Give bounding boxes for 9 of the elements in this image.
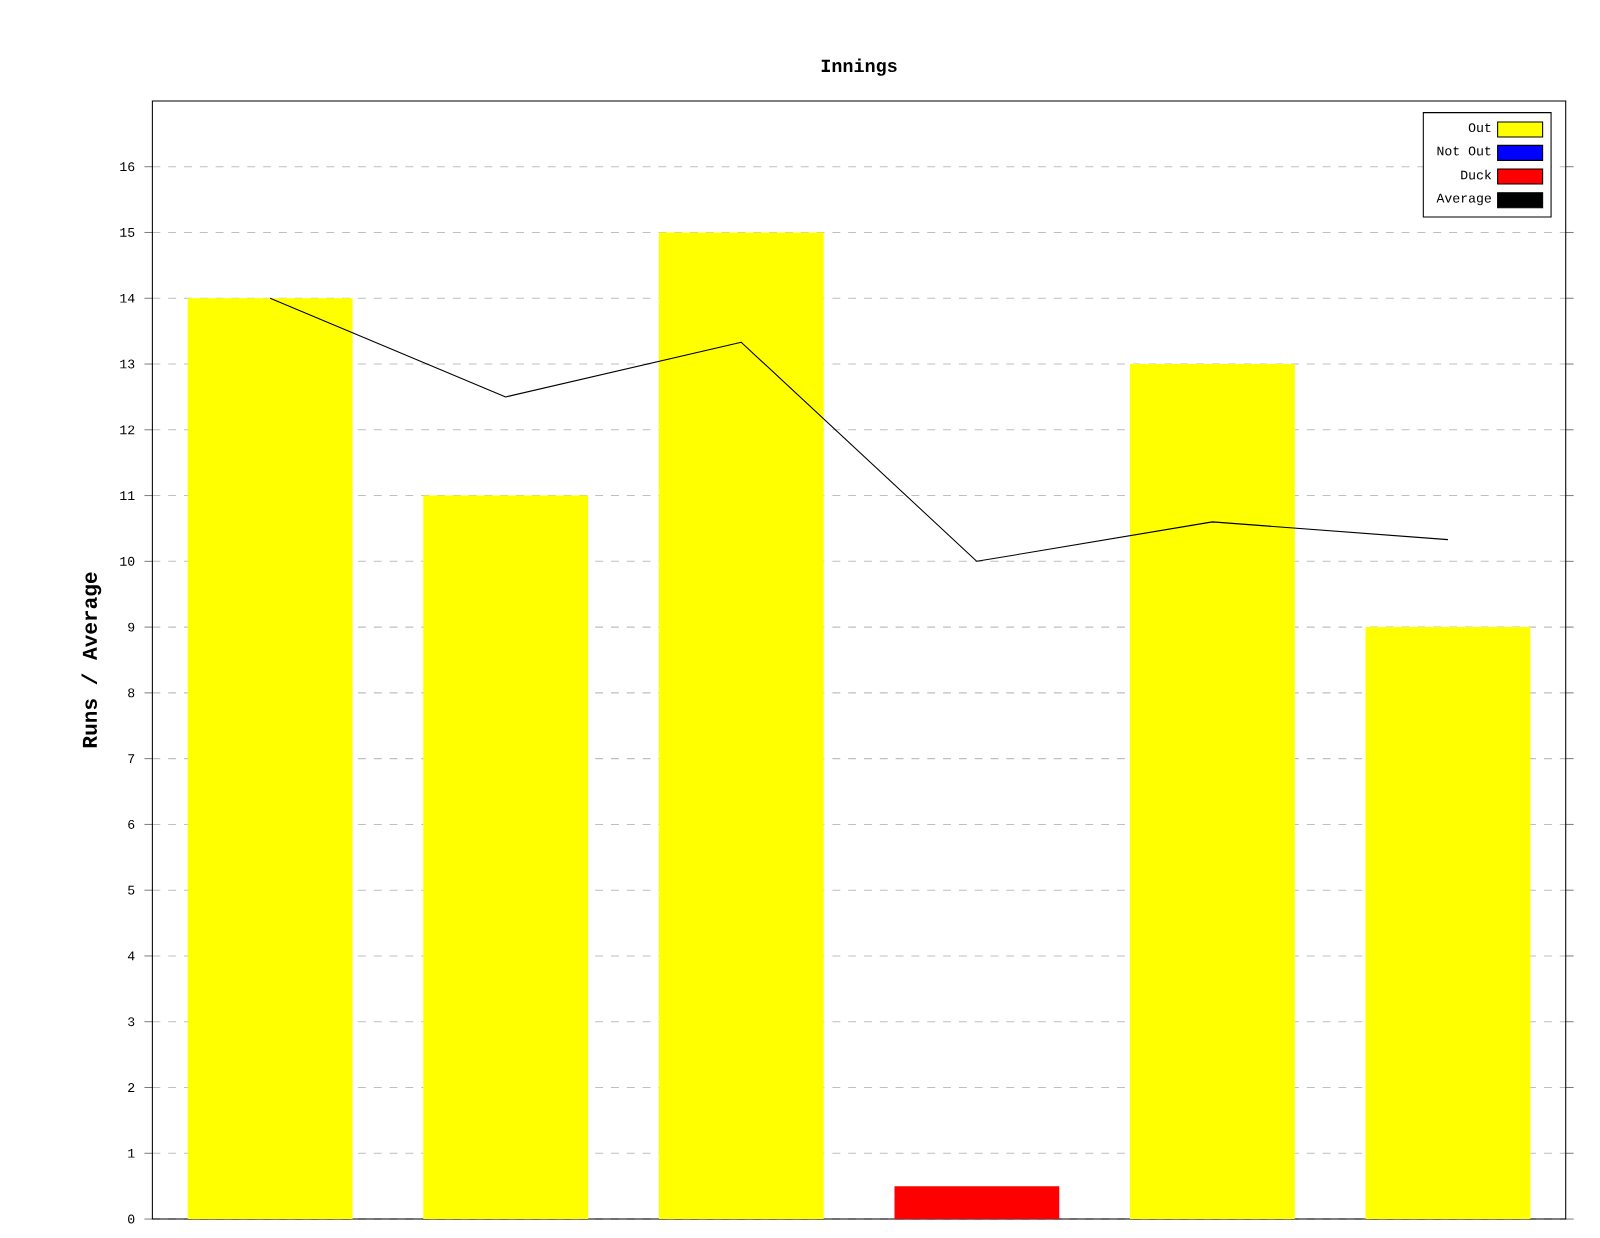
bar bbox=[658, 232, 824, 1220]
bar bbox=[423, 495, 589, 1220]
bar bbox=[187, 298, 353, 1220]
bar bbox=[1365, 627, 1531, 1220]
y-axis-title: Runs / Average bbox=[81, 572, 102, 748]
bar bbox=[1129, 363, 1295, 1220]
bar bbox=[894, 1186, 1060, 1220]
chart-title: Innings bbox=[821, 58, 897, 76]
line-series bbox=[269, 297, 1449, 562]
